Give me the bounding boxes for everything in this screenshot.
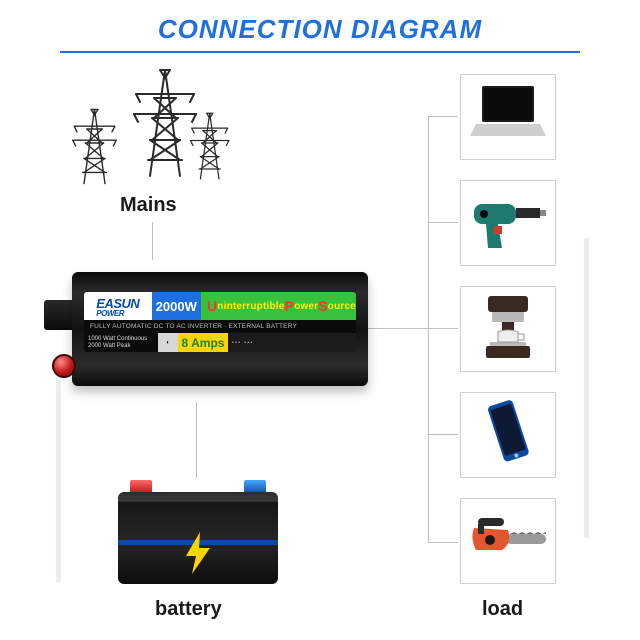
inverter-watts: 2000W — [152, 292, 201, 320]
inverter-terminal-knob — [52, 354, 76, 378]
wire-segment — [428, 116, 429, 542]
load-box-drill — [460, 180, 556, 266]
wire-segment — [196, 402, 197, 478]
inverter: EASUN POWER 2000W Uninterruptible Power … — [44, 258, 382, 402]
page-title: CONNECTION DIAGRAM — [0, 0, 640, 45]
deco-bar-left — [56, 372, 61, 582]
chainsaw-icon — [468, 504, 548, 579]
inverter-spec-icon: ◐ — [158, 333, 178, 352]
load-label: load — [482, 598, 523, 621]
mains-label: Mains — [120, 194, 177, 217]
pylon-icon — [188, 112, 231, 180]
deco-bar-right — [584, 238, 589, 538]
smartphone-icon — [468, 398, 548, 473]
battery-body — [118, 492, 278, 584]
inverter-amps: 8 Amps — [178, 333, 228, 352]
battery-bolt-icon — [182, 532, 214, 574]
battery-label: battery — [155, 598, 222, 621]
inverter-subline: FULLY AUTOMATIC DC TO AC INVERTER · EXTE… — [84, 320, 356, 333]
wire-segment — [428, 434, 458, 435]
battery-icon — [118, 478, 278, 584]
title-text: CONNECTION DIAGRAM — [158, 14, 482, 44]
coffee-machine-icon — [468, 292, 548, 367]
wire-segment — [428, 222, 458, 223]
inverter-label-panel: EASUN POWER 2000W Uninterruptible Power … — [84, 292, 356, 352]
wire-segment — [428, 116, 458, 117]
laptop-icon — [468, 80, 548, 155]
pylon-icon — [70, 108, 119, 185]
inverter-brand: EASUN POWER — [84, 292, 152, 320]
drill-icon — [468, 186, 548, 261]
title-rule — [60, 51, 580, 53]
inverter-spec-leds: • • • • • • — [228, 333, 356, 352]
inverter-spec-watts: 1000 Watt Continuous 2000 Watt Peak — [84, 333, 158, 352]
load-box-laptop — [460, 74, 556, 160]
wire-segment — [152, 222, 153, 260]
wire-segment — [428, 328, 458, 329]
wire-segment — [428, 542, 458, 543]
inverter-ups-line: Uninterruptible Power Source — [201, 292, 356, 320]
load-box-chainsaw — [460, 498, 556, 584]
mains-icon — [70, 68, 240, 188]
load-box-smartphone — [460, 392, 556, 478]
load-box-coffee-machine — [460, 286, 556, 372]
